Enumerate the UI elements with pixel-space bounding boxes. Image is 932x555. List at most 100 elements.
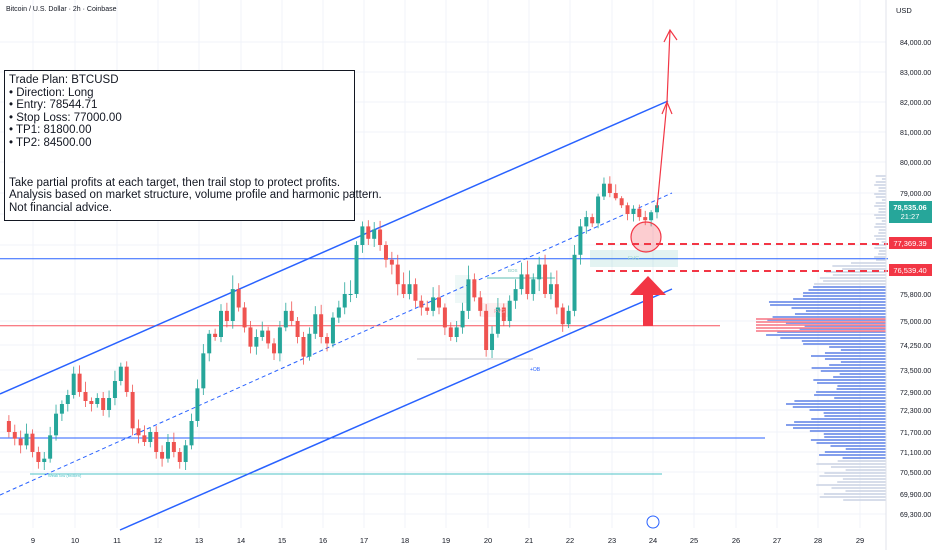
candle-body [130,392,135,429]
fvg-zone [590,250,678,267]
price-channel[interactable] [0,100,673,531]
profile-bar [878,190,886,192]
candle-body [637,208,642,218]
profile-bar [793,298,886,300]
profile-bar [793,427,886,429]
level-1-text: 77,369.39 [893,239,926,248]
candle-body [537,264,542,280]
candle-body [336,307,341,318]
candle-body [107,398,112,410]
plan-line: • Entry: 78544.71 [9,99,98,112]
up-arrow-marker [630,276,666,326]
currency-label[interactable]: USD [896,6,912,15]
candle-body [195,388,200,421]
projection-arrow-top [663,28,678,43]
profile-bar [825,271,886,273]
profile-bar [878,187,886,189]
profile-bar [794,313,886,315]
channel-upper [0,100,669,395]
profile-bar [803,292,886,294]
profile-bar [816,463,886,465]
candle-body [295,321,300,337]
profile-bar [813,286,886,288]
candle-body [36,452,41,462]
profile-bar [830,466,886,468]
trade-plan-box[interactable]: Trade Plan: BTCUSD • Direction: Long • E… [4,70,382,221]
candle-body [277,327,282,354]
candle-body [407,284,412,294]
candle-body [283,310,288,328]
current-price-badge: 78,535.06 21:27 [889,201,932,223]
profile-bar [874,235,886,237]
profile-bar [875,217,886,219]
level-2-badge: 76,539.40 [889,264,932,276]
candle-body [625,205,630,214]
profile-bar [823,280,886,282]
profile-bar [819,277,886,279]
candle-body [531,279,536,294]
candle-body [301,337,306,357]
profile-bar [878,208,886,210]
profile-bar [824,358,886,360]
candle-body [112,381,117,398]
y-tick-label: 82,000.00 [900,100,931,107]
entry-circle [630,221,662,253]
x-tick-label: 27 [773,536,781,545]
x-tick-label: 15 [278,536,286,545]
x-tick-label: 25 [690,536,698,545]
candle-body [348,294,353,295]
candle-body [613,193,618,199]
candle-body [484,310,489,350]
profile-bar [836,388,886,390]
profile-bar [794,400,886,402]
candle-body [643,217,648,221]
time-axis[interactable]: 9 10 11 12 13 14 15 16 17 18 19 20 21 22 23 24 25 26 27 28 2… [31,536,864,545]
candle-body [289,310,294,321]
x-tick-label: 24 [649,536,657,545]
plan-line: Trade Plan: BTCUSD [9,74,119,86]
candle-body [71,373,76,395]
candle-body [95,398,100,404]
candle-body [548,284,553,294]
profile-bar [875,202,886,204]
plan-line: • TP1: 81800.00 [9,124,92,137]
profile-bar [842,457,886,459]
y-tick-label: 73,500.00 [900,368,931,375]
candle-body [560,307,565,325]
projection[interactable] [656,28,678,209]
x-tick-label: 12 [154,536,162,545]
candle-body [607,183,612,193]
candle-body [236,289,241,308]
profile-bar [840,349,886,351]
profile-bar [824,436,886,438]
profile-bar [875,175,886,177]
profile-bar [814,394,886,396]
plan-line: • TP2: 84500.00 [9,136,92,149]
candle-body [448,327,453,337]
profile-bar [875,223,886,225]
profile-bar [834,397,886,399]
profile-bar [874,256,886,258]
fvg-label-2: FVG [494,309,505,315]
markers[interactable] [630,221,666,529]
candle-body [419,300,424,308]
event-icon [646,515,660,529]
x-tick-label: 29 [856,536,864,545]
profile-bar [811,418,886,420]
symbol-header: Bitcoin / U.S. Dollar · 2h · Coinbase [6,6,117,13]
candle-body [248,327,253,347]
profile-bar [878,232,886,234]
profile-bar [833,376,886,378]
candle-body [6,421,11,432]
candle-body [495,307,500,334]
profile-bar [831,487,886,489]
candle-body [519,274,524,290]
candle-body [118,366,123,381]
x-tick-label: 23 [608,536,616,545]
candle-body [89,401,94,404]
profile-bar [817,382,886,384]
profile-bar [801,340,886,342]
candle-body [189,421,194,446]
